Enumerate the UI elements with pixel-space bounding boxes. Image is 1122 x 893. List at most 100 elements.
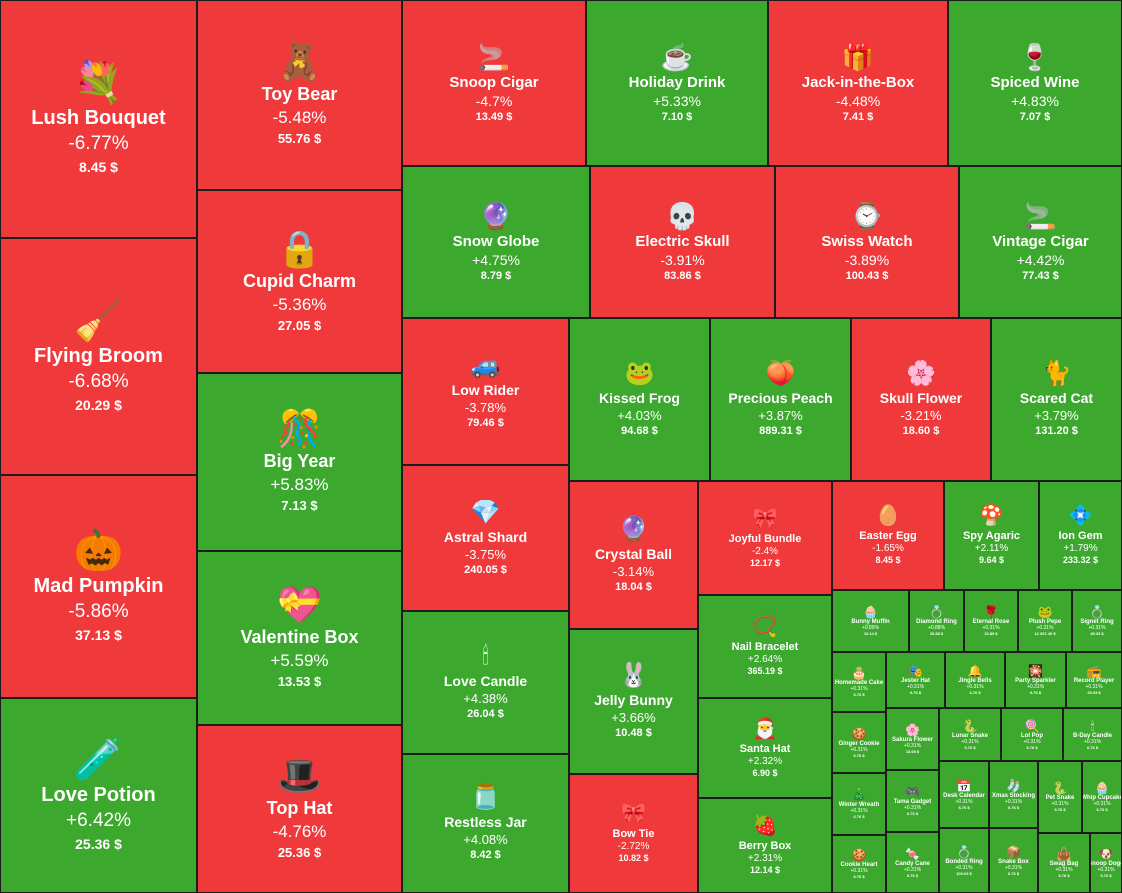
tile-jingle-bells[interactable]: 🔔 Jingle Bells +0.31% 6.76 $ xyxy=(945,652,1005,708)
tile-kissed-frog[interactable]: 🐸 Kissed Frog +4.03% 94.68 $ xyxy=(569,318,710,481)
tile-plush-pepe[interactable]: 🐸 Plush Pepe +0.31% 12 397.40 $ xyxy=(1018,590,1072,652)
tile-easter-egg[interactable]: 🥚 Easter Egg -1.65% 8.45 $ xyxy=(832,481,944,590)
price: 29.03 $ xyxy=(1087,690,1101,695)
tile-love-potion[interactable]: 🧪 Love Potion +6.42% 25.36 $ xyxy=(0,698,197,893)
tile-big-year[interactable]: 🎊 Big Year +5.83% 7.13 $ xyxy=(197,373,402,551)
tile-lol-pop[interactable]: 🍭 Lol Pop +0.31% 6.76 $ xyxy=(1001,708,1063,761)
tile-b-day-candle[interactable]: 🕯 B-Day Candle +0.31% 6.76 $ xyxy=(1063,708,1122,761)
gift-name: Swag Bag xyxy=(1049,861,1079,867)
tile-mad-pumpkin[interactable]: 🎃 Mad Pumpkin -5.86% 37.13 $ xyxy=(0,475,197,698)
tile-pet-snake[interactable]: 🐍 Pet Snake +0.31% 6.76 $ xyxy=(1038,761,1082,833)
price-change: -6.68% xyxy=(68,370,129,392)
bells-icon: 🔔 xyxy=(967,664,983,678)
price-change: +4.83% xyxy=(1011,92,1059,109)
tile-vintage-cigar[interactable]: 🚬 Vintage Cigar +4.42% 77.43 $ xyxy=(959,166,1122,318)
tile-snoop-dogg[interactable]: 🐶Snoop Dogg+0.31%6.76 $ xyxy=(1090,833,1122,893)
tile-flying-broom[interactable]: 🧹 Flying Broom -6.68% 20.29 $ xyxy=(0,238,197,475)
tile-winter-wreath[interactable]: 🎄 Winter Wreath +0.31% 6.76 $ xyxy=(832,773,886,835)
tile-tama-gadget[interactable]: 🎮 Tama Gadget +0.31% 6.76 $ xyxy=(886,770,939,832)
tile-record-player[interactable]: 📻 Record Player +0.31% 29.03 $ xyxy=(1066,652,1122,708)
tile-cupid-charm[interactable]: 🔒 Cupid Charm -5.36% 27.05 $ xyxy=(197,190,402,373)
berry-box-icon: 🍓 xyxy=(752,815,778,837)
gift-name: Candy Cane xyxy=(895,860,930,867)
price: 25.36 $ xyxy=(75,835,122,852)
tile-santa-hat[interactable]: 🎅 Santa Hat +2.32% 6.90 $ xyxy=(698,698,832,798)
tile-ion-gem[interactable]: 💠 Ion Gem +1.79% 233.32 $ xyxy=(1039,481,1122,590)
tile-snow-globe[interactable]: 🔮 Snow Globe +4.75% 8.79 $ xyxy=(402,166,590,318)
tile-eternal-rose[interactable]: 🌹 Eternal Rose +0.31% 10.89 $ xyxy=(964,590,1018,652)
tile-bonded-ring[interactable]: 💍 Bonded Ring +0.31% 100.03 $ xyxy=(939,828,989,893)
tile-sakura-flower[interactable]: 🌸 Sakura Flower +0.31% 13.69 $ xyxy=(886,708,939,770)
tile-jelly-bunny[interactable]: 🐰 Jelly Bunny +3.66% 10.48 $ xyxy=(569,629,698,774)
tile-valentine-box[interactable]: 💝 Valentine Box +5.59% 13.53 $ xyxy=(197,551,402,725)
price: 12 397.40 $ xyxy=(1034,631,1056,636)
tile-candy-cane[interactable]: 🍬 Candy Cane +0.31% 6.76 $ xyxy=(886,832,939,893)
price-change: +0.31% xyxy=(1051,801,1069,807)
price-change: +2.31% xyxy=(747,853,783,864)
tile-snake-box[interactable]: 📦 Snake Box +0.31% 6.76 $ xyxy=(989,828,1038,893)
tile-holiday-drink[interactable]: ☕ Holiday Drink +5.33% 7.10 $ xyxy=(586,0,768,166)
tile-swag-bag[interactable]: 👜 Swag Bag +0.31% 6.76 $ xyxy=(1038,833,1090,893)
tile-toy-bear[interactable]: 🧸 Toy Bear -5.48% 55.76 $ xyxy=(197,0,402,190)
tile-love-candle[interactable]: 🕯 Love Candle +4.38% 26.04 $ xyxy=(402,611,569,754)
tile-spiced-wine[interactable]: 🍷 Spiced Wine +4.83% 7.07 $ xyxy=(948,0,1122,166)
tile-low-rider[interactable]: 🚙 Low Rider -3.78% 79.46 $ xyxy=(402,318,569,465)
tile-electric-skull[interactable]: 💀 Electric Skull -3.91% 83.86 $ xyxy=(590,166,775,318)
tile-precious-peach[interactable]: 🍑 Precious Peach +3.87% 889.31 $ xyxy=(710,318,851,481)
price-change: -3.78% xyxy=(464,400,507,415)
tile-ginger-cookie[interactable]: 🍪 Ginger Cookie +0.31% 6.76 $ xyxy=(832,712,886,773)
tile-top-hat[interactable]: 🎩 Top Hat -4.76% 25.36 $ xyxy=(197,725,402,893)
price: 100.43 $ xyxy=(845,269,889,282)
price: 20.29 $ xyxy=(75,396,122,413)
sparkler-icon: 🎇 xyxy=(1028,664,1043,678)
tile-bunny-muffin[interactable]: 🧁 Bunny Muffin +0.89% 10.14 $ xyxy=(832,590,909,652)
price-change: +0.31% xyxy=(1004,798,1023,805)
price: 18.04 $ xyxy=(615,580,652,593)
tile-crystal-ball[interactable]: 🔮 Crystal Ball -3.14% 18.04 $ xyxy=(569,481,698,629)
gift-name: Restless Jar xyxy=(444,814,527,830)
tile-joyful-bundle[interactable]: 🎀 Joyful Bundle -2.4% 12.17 $ xyxy=(698,481,832,595)
flower-icon: 🌸 xyxy=(906,360,936,387)
tile-homemade-cake[interactable]: 🎂 Homemade Cake +0.31% 6.76 $ xyxy=(832,652,886,712)
price-change: +3.66% xyxy=(611,710,656,725)
tile-diamond-ring[interactable]: 💍 Diamond Ring +0.88% 20.88 $ xyxy=(909,590,964,652)
tile-party-sparkler[interactable]: 🎇 Party Sparkler +0.31% 6.76 $ xyxy=(1005,652,1066,708)
tile-berry-box[interactable]: 🍓 Berry Box +2.31% 12.14 $ xyxy=(698,798,832,893)
tile-desk-calendar[interactable]: 📅 Desk Calendar +0.31% 6.76 $ xyxy=(939,761,989,828)
price-change: -1.65% xyxy=(872,543,904,554)
tile-snoop-cigar[interactable]: 🚬 Snoop Cigar -4.7% 13.49 $ xyxy=(402,0,586,166)
tile-scared-cat[interactable]: 🐈 Scared Cat +3.79% 131.20 $ xyxy=(991,318,1122,481)
price-change: +4.42% xyxy=(1016,251,1065,268)
tile-cookie-heart[interactable]: 🍪 Cookie Heart +0.31% 6.76 $ xyxy=(832,835,886,893)
gift-name: Snoop Dogg xyxy=(1090,861,1121,867)
gift-name: Bunny Muffin xyxy=(851,619,890,625)
tile-astral-shard[interactable]: 💎 Astral Shard -3.75% 240.05 $ xyxy=(402,465,569,611)
tile-bow-tie[interactable]: 🎀 Bow Tie -2.72% 10.82 $ xyxy=(569,774,698,893)
cake-icon: 🎂 xyxy=(851,666,867,680)
price-change: +6.42% xyxy=(66,809,131,831)
tile-nail-bracelet[interactable]: 📿 Nail Bracelet +2.64% 365.19 $ xyxy=(698,595,832,698)
price: 10.89 $ xyxy=(984,631,998,636)
price-change: +5.33% xyxy=(653,92,701,109)
holiday-drink-icon: ☕ xyxy=(660,41,694,72)
gift-name: Winter Wreath xyxy=(838,802,880,808)
tile-restless-jar[interactable]: 🫙 Restless Jar +4.08% 8.42 $ xyxy=(402,754,569,893)
tile-skull-flower[interactable]: 🌸 Skull Flower -3.21% 18.60 $ xyxy=(851,318,991,481)
tile-whip-cupcake[interactable]: 🧁 Whip Cupcake +0.31% 6.76 $ xyxy=(1082,761,1122,833)
gem-icon: 💠 xyxy=(1068,505,1093,527)
price: 25.36 $ xyxy=(277,845,322,860)
tile-signet-ring[interactable]: 💍 Signet Ring +0.31% 49.33 $ xyxy=(1072,590,1122,652)
gift-name: Nail Bracelet xyxy=(731,641,799,653)
calendar-icon: 📅 xyxy=(956,778,972,793)
price-change: +0.31% xyxy=(955,798,973,805)
bow-tie-icon: 🎀 xyxy=(621,803,646,825)
tile-swiss-watch[interactable]: ⌚ Swiss Watch -3.89% 100.43 $ xyxy=(775,166,959,318)
tile-jack-in-the-box[interactable]: 🎁 Jack-in-the-Box -4.48% 7.41 $ xyxy=(768,0,948,166)
tile-jester-hat[interactable]: 🎭 Jester Hat +0.31% 6.76 $ xyxy=(886,652,945,708)
tile-xmas-stocking[interactable]: 🧦 Xmas Stocking +0.31% 6.76 $ xyxy=(989,761,1038,828)
tile-spy-agaric[interactable]: 🍄 Spy Agaric +2.11% 9.64 $ xyxy=(944,481,1039,590)
tile-lush-bouquet[interactable]: 💐 Lush Bouquet -6.77% 8.45 $ xyxy=(0,0,197,238)
price-change: +5.59% xyxy=(270,651,329,670)
cupcake-icon: 🧁 xyxy=(1094,781,1110,795)
tile-lunar-snake[interactable]: 🐍 Lunar Snake +0.31% 6.76 $ xyxy=(939,708,1001,761)
